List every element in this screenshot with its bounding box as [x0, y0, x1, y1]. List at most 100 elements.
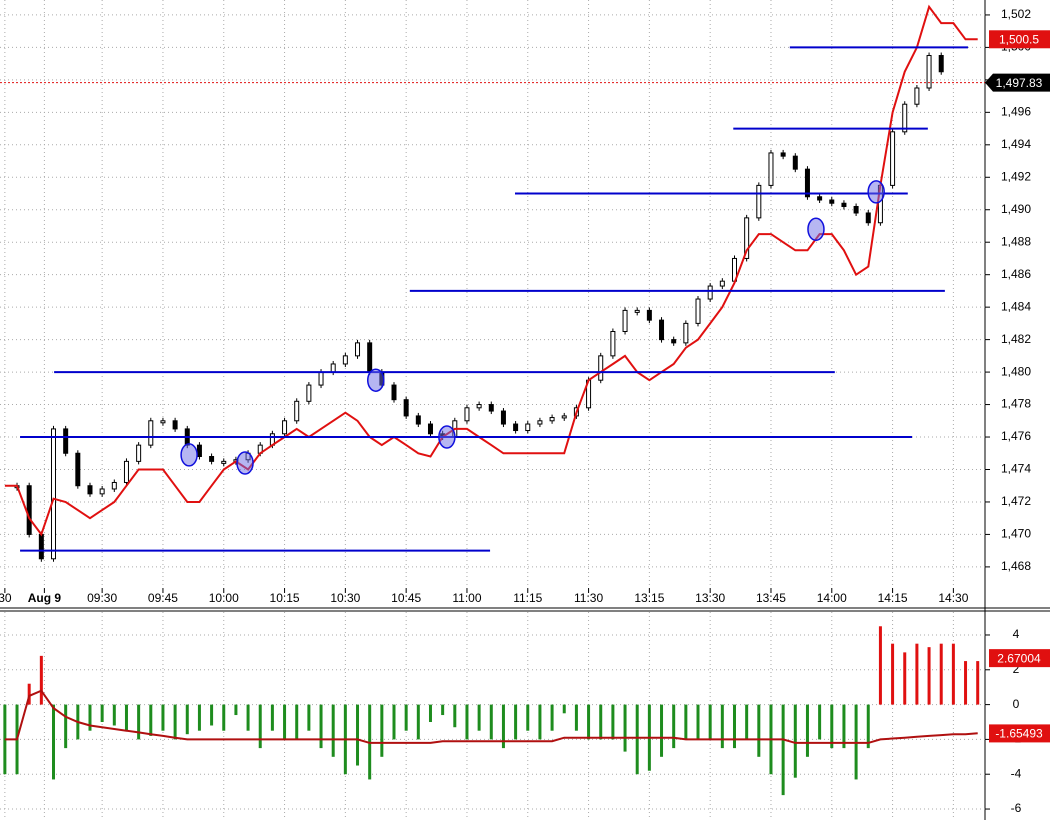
- candle: [817, 196, 823, 201]
- histogram-bar: [283, 704, 287, 740]
- candle: [500, 410, 506, 425]
- x-tick-label: 11:00: [452, 591, 481, 605]
- x-tick-label: 14:30: [938, 591, 968, 605]
- histogram-bar: [550, 704, 554, 731]
- histogram-bar: [319, 704, 323, 749]
- candle: [342, 355, 348, 365]
- histogram-bar: [441, 704, 445, 716]
- histogram-bar: [234, 704, 238, 716]
- candle: [318, 371, 324, 386]
- y-tick-label: 1,472: [1001, 494, 1031, 508]
- candle: [659, 319, 665, 341]
- histogram-bar: [380, 704, 384, 757]
- histogram-bar: [805, 704, 809, 757]
- histogram-bar: [210, 704, 214, 726]
- candle: [330, 363, 336, 373]
- price-tag-label: 1,500.5: [999, 32, 1039, 46]
- signal-marker: [367, 368, 385, 392]
- y-tick-label: 1,478: [1001, 397, 1031, 411]
- candle: [209, 456, 215, 462]
- histogram-bar: [331, 704, 335, 757]
- histogram-bar: [660, 704, 664, 757]
- candle: [646, 309, 652, 321]
- x-tick-label: 13:30: [695, 591, 725, 605]
- candle: [221, 460, 227, 464]
- histogram-bar: [477, 704, 481, 731]
- candle: [914, 87, 920, 105]
- x-tick-label: 10:30: [330, 591, 360, 605]
- histogram-bar: [404, 704, 408, 731]
- x-tick-label: 13:45: [756, 591, 786, 605]
- y-tick-label: 1,470: [1001, 527, 1031, 541]
- y-tick-label: 2: [1013, 662, 1020, 676]
- histogram-bar: [270, 704, 274, 731]
- candle: [707, 285, 713, 300]
- candle: [367, 342, 373, 373]
- histogram-bar: [197, 704, 201, 731]
- histogram-bar: [587, 704, 591, 740]
- candle: [804, 168, 810, 198]
- candle: [683, 322, 689, 344]
- candle: [355, 342, 361, 357]
- candle: [671, 339, 677, 344]
- candle: [306, 384, 312, 402]
- candle: [695, 298, 701, 324]
- candle: [51, 428, 57, 560]
- candle: [549, 417, 555, 422]
- x-tick-label: 11:15: [513, 591, 542, 605]
- candle: [890, 131, 896, 186]
- histogram-bar: [939, 643, 943, 705]
- candle: [38, 533, 44, 560]
- histogram-bar: [526, 704, 530, 731]
- histogram-bar: [574, 704, 578, 731]
- signal-marker: [236, 451, 254, 475]
- candle: [196, 444, 202, 458]
- candle: [853, 205, 859, 214]
- y-tick-label: -4: [1011, 766, 1022, 780]
- histogram-bar: [635, 704, 639, 775]
- histogram-bar: [757, 704, 761, 757]
- x-tick-label: 14:00: [817, 591, 847, 605]
- histogram-bar: [842, 704, 846, 749]
- candle: [476, 404, 482, 409]
- y-tick-label: 1,492: [1001, 169, 1031, 183]
- x-tick-label: 14:15: [878, 591, 908, 605]
- candle: [829, 199, 835, 204]
- histogram-bar: [538, 704, 542, 740]
- histogram-bar: [599, 704, 603, 740]
- histogram-bar: [246, 704, 250, 731]
- candle: [488, 404, 494, 412]
- histogram-bar: [64, 704, 68, 749]
- histogram-bar: [878, 626, 882, 705]
- histogram-bar: [927, 647, 931, 705]
- candle: [99, 488, 105, 495]
- histogram-bar: [27, 683, 31, 705]
- signal-marker: [180, 443, 198, 467]
- y-tick-label: -6: [1011, 801, 1022, 815]
- price-tag: [985, 73, 1050, 92]
- candle: [282, 420, 288, 435]
- candle: [294, 400, 300, 422]
- histogram-bar: [161, 704, 165, 731]
- x-tick-label: 09:30: [87, 591, 117, 605]
- histogram-bar: [489, 704, 493, 740]
- histogram-bar: [39, 655, 43, 705]
- histogram-bar: [416, 704, 420, 740]
- histogram-bar: [185, 704, 189, 735]
- histogram-bar: [830, 704, 834, 749]
- price-tag: [989, 30, 1050, 49]
- y-tick-label: 1,482: [1001, 332, 1031, 346]
- candle: [622, 309, 628, 333]
- histogram-bar: [818, 704, 822, 740]
- x-tick-label: 10:15: [270, 591, 300, 605]
- candle: [87, 485, 93, 495]
- signal-marker: [807, 217, 825, 241]
- y-tick-label: 1,490: [1001, 202, 1031, 216]
- histogram-bar: [52, 704, 56, 780]
- x-tick-label: 30: [0, 591, 12, 605]
- candle: [792, 155, 798, 170]
- histogram-bar: [137, 704, 141, 740]
- x-tick-label: 10:45: [391, 591, 421, 605]
- histogram-bar: [295, 704, 299, 740]
